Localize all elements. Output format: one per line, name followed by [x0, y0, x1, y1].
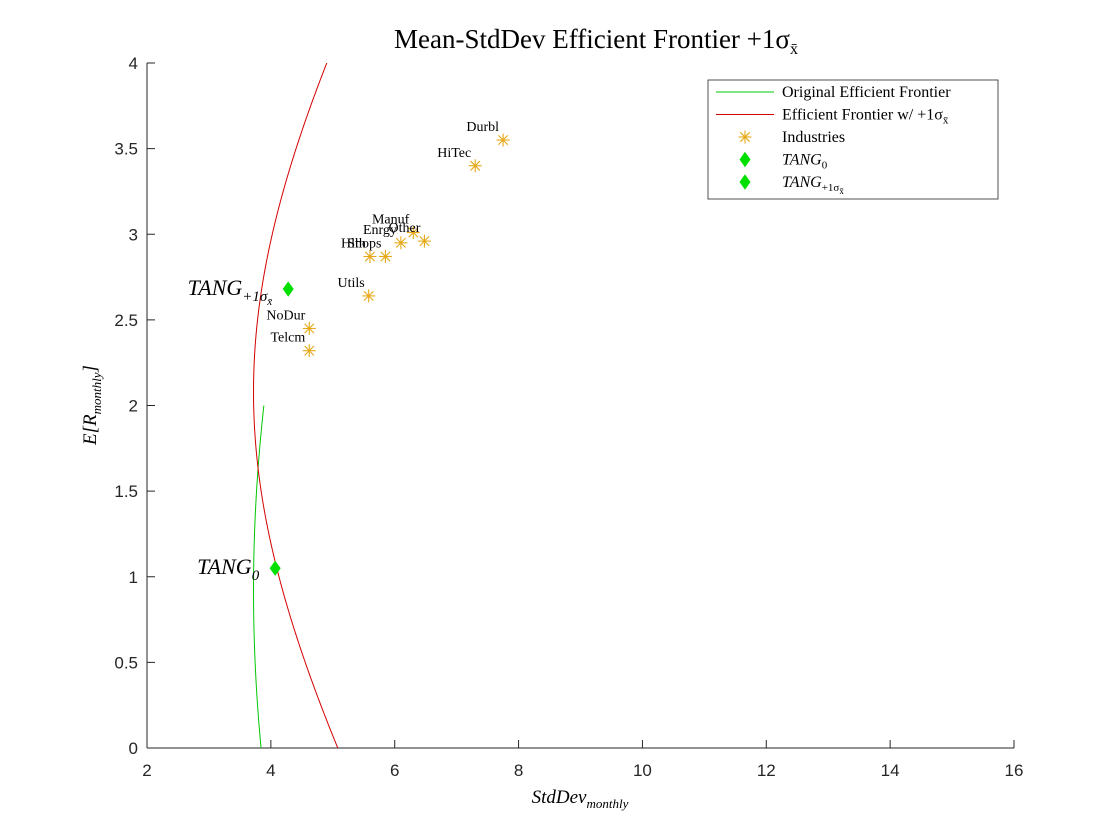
industry-label-hlth: Hlth: [341, 237, 366, 252]
x-tick-label: 2: [142, 761, 151, 780]
x-tick-label: 6: [390, 761, 399, 780]
industry-point-hlth: [363, 250, 377, 264]
y-tick-label: 1.5: [114, 482, 138, 501]
legend-entry-4: TANG0: [739, 151, 828, 172]
plot-area: 2 4 6 8 10 12 14 16 0 0.5 1 1.5 2 2.5 3 3.5 4 NoDur Durbl M…: [114, 54, 1023, 780]
legend: Original Efficient Frontier Efficient Fro…: [707, 79, 999, 200]
tangency-label-1: TANG+1σx̄: [188, 275, 273, 308]
industry-label-shops: Shops: [347, 237, 381, 252]
tangency-label-0: TANG0: [197, 554, 260, 584]
x-tick-label: 16: [1005, 761, 1024, 780]
legend-label: Original Efficient Frontier: [782, 84, 951, 101]
legend-swatch: [738, 130, 752, 144]
industry-point-telcm: [302, 344, 316, 358]
industry-point-durbl: [496, 133, 510, 147]
y-tick-label: 0.5: [114, 653, 138, 672]
legend-swatch: [739, 151, 751, 168]
y-tick-label: 4: [129, 54, 138, 73]
y-tick-label: 1: [129, 568, 138, 587]
industry-point-manuf: [406, 226, 420, 240]
industry-point-nodur: [302, 321, 316, 335]
x-tick-label: 8: [514, 761, 523, 780]
industry-label-nodur: NoDur: [266, 308, 305, 323]
x-tick-label: 4: [266, 761, 275, 780]
chart-title: Mean-StdDev Efficient Frontier +1σx̄: [394, 24, 798, 58]
industry-label-manuf: Manuf: [372, 213, 410, 228]
chart-title-subscript: x̄: [790, 41, 798, 58]
y-axis-label: E[Rmonthly]: [80, 365, 104, 446]
legend-entry-3: Industries: [738, 129, 845, 146]
legend-entry-1: Original Efficient Frontier: [716, 84, 951, 101]
legend-label: Efficient Frontier w/ +1σx̄: [782, 107, 949, 127]
y-tick-label: 3.5: [114, 140, 138, 159]
legend-label: Industries: [782, 129, 845, 146]
legend-label: TANG+1σx̄: [782, 174, 844, 196]
legend-box: [707, 79, 999, 200]
industry-point-shops: [378, 250, 392, 264]
y-tick-label: 2: [129, 397, 138, 416]
tangency-point-0: [269, 560, 281, 576]
y-tick-label: 0: [129, 739, 138, 758]
industry-label-utils: Utils: [337, 276, 364, 291]
industry-label-other: Other: [389, 221, 421, 236]
x-tick-label: 14: [881, 761, 900, 780]
industry-point-utils: [362, 289, 376, 303]
x-axis-label: StdDevmonthly: [532, 787, 629, 811]
x-tick-label: 10: [633, 761, 652, 780]
industry-point-hitec: [468, 159, 482, 173]
y-tick-label: 2.5: [114, 311, 138, 330]
legend-label: TANG0: [782, 152, 828, 172]
industry-label-enrgy: Enrgy: [363, 223, 397, 238]
frontier-line-2: [253, 62, 339, 749]
legend-entry-5: TANG+1σx̄: [739, 174, 844, 196]
industry-label-durbl: Durbl: [466, 120, 499, 135]
industry-point-other: [417, 234, 431, 248]
legend-swatch: [739, 174, 751, 190]
industry-point-enrgy: [394, 236, 408, 250]
tangency-point-1: [282, 281, 294, 297]
industry-label-hitec: HiTec: [437, 146, 471, 161]
legend-entry-2: Efficient Frontier w/ +1σx̄: [716, 107, 949, 127]
industry-label-telcm: Telcm: [270, 331, 305, 346]
y-tick-label: 3: [129, 225, 138, 244]
frontier-line-1: [253, 405, 265, 749]
x-tick-label: 12: [757, 761, 776, 780]
